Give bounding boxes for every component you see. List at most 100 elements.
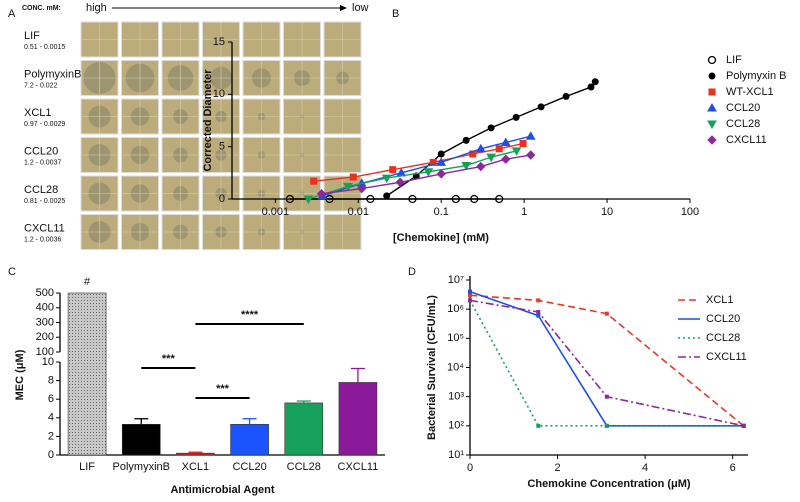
legend-label: WT-XCL1 bbox=[726, 86, 774, 98]
y-tick-label: 10⁵ bbox=[447, 332, 464, 344]
panel-label: D bbox=[408, 266, 416, 278]
x-tick-label: XCL1 bbox=[182, 461, 210, 473]
y-axis-label: MEC (μM) bbox=[14, 349, 26, 400]
x-axis-label: [Chemokine] (mM) bbox=[393, 232, 489, 244]
marker bbox=[537, 103, 545, 111]
x-axis-label: Antimicrobial Agent bbox=[170, 484, 274, 496]
marker bbox=[604, 311, 609, 316]
marker bbox=[536, 309, 541, 314]
y-tick-label: 8 bbox=[48, 375, 54, 387]
y-tick-label: 200 bbox=[36, 331, 54, 343]
bar bbox=[230, 424, 269, 456]
x-tick-label: 0.01 bbox=[348, 206, 369, 218]
marker bbox=[468, 293, 472, 298]
y-axis-label: Corrected Diameter bbox=[202, 69, 214, 172]
marker bbox=[707, 120, 717, 130]
y-tick-label: 400 bbox=[36, 302, 54, 314]
marker bbox=[486, 153, 497, 163]
x-tick-label: 0 bbox=[467, 462, 473, 474]
row-range: 1.2 - 0.0036 bbox=[24, 236, 61, 243]
row-name: CXCL11 bbox=[24, 222, 65, 234]
marker bbox=[487, 124, 495, 132]
marker bbox=[381, 174, 392, 184]
y-tick-label: 4 bbox=[48, 412, 54, 424]
marker bbox=[708, 72, 716, 80]
legend-label: LIF bbox=[726, 54, 742, 66]
annotation: *** bbox=[216, 383, 230, 395]
row-name: CCL20 bbox=[24, 145, 58, 157]
y-tick-label: 0 bbox=[219, 193, 225, 205]
x-tick-label: 10 bbox=[601, 206, 613, 218]
x-tick-label: 4 bbox=[642, 462, 648, 474]
marker bbox=[562, 92, 570, 100]
marker bbox=[604, 394, 609, 399]
y-axis-label: Bacterial Survival (CFU/mL) bbox=[426, 295, 438, 440]
marker bbox=[741, 423, 746, 428]
y-tick-label: 10¹ bbox=[448, 449, 464, 461]
marker bbox=[707, 102, 717, 112]
marker bbox=[475, 143, 486, 153]
y-tick-label: 10 bbox=[42, 356, 54, 368]
marker bbox=[476, 161, 486, 172]
row-name: LIF bbox=[24, 30, 40, 42]
y-tick-label: 10⁶ bbox=[447, 303, 464, 315]
marker bbox=[468, 289, 472, 294]
legend-label: CCL28 bbox=[726, 118, 760, 130]
high-label: high bbox=[86, 2, 107, 14]
legend-label: CXCL11 bbox=[706, 351, 747, 363]
marker bbox=[512, 113, 520, 121]
marker bbox=[408, 194, 417, 204]
x-tick-label: CXCL11 bbox=[338, 461, 379, 473]
marker bbox=[708, 88, 716, 96]
marker bbox=[343, 182, 353, 192]
bar bbox=[284, 402, 324, 456]
conc-label: CONC. mM: bbox=[22, 5, 61, 12]
marker bbox=[303, 195, 314, 205]
marker bbox=[511, 147, 522, 156]
x-tick-label: 1 bbox=[521, 206, 527, 218]
marker bbox=[349, 173, 357, 181]
x-axis-label: Chemokine Concentration (μM) bbox=[527, 478, 691, 490]
marker bbox=[500, 137, 511, 146]
marker bbox=[451, 194, 460, 204]
marker bbox=[470, 194, 479, 204]
marker bbox=[519, 140, 527, 148]
marker bbox=[587, 83, 595, 91]
marker bbox=[501, 154, 511, 164]
x-tick-label: PolymyxinB bbox=[113, 461, 170, 473]
marker bbox=[526, 150, 536, 160]
x-tick-label: CCL28 bbox=[287, 461, 321, 473]
marker bbox=[429, 158, 437, 166]
marker bbox=[536, 313, 541, 318]
marker bbox=[357, 183, 367, 194]
marker bbox=[389, 166, 397, 174]
series-line bbox=[469, 300, 744, 427]
marker bbox=[495, 194, 504, 204]
low-label: low bbox=[352, 2, 369, 14]
marker bbox=[395, 177, 405, 187]
y-tick-label: 10 bbox=[213, 88, 225, 100]
arrow-head bbox=[340, 5, 347, 11]
marker bbox=[461, 162, 472, 171]
y-tick-label: 10⁴ bbox=[447, 361, 464, 373]
marker bbox=[591, 78, 599, 86]
marker bbox=[437, 150, 445, 158]
marker bbox=[495, 145, 503, 153]
marker bbox=[604, 423, 609, 428]
marker bbox=[468, 298, 472, 303]
series-line bbox=[469, 294, 745, 427]
legend-label: CCL20 bbox=[706, 313, 740, 325]
marker bbox=[436, 157, 447, 166]
panel-label: A bbox=[8, 8, 16, 20]
y-tick-label: 15 bbox=[213, 36, 225, 48]
y-tick-label: 0 bbox=[48, 449, 54, 461]
marker bbox=[536, 298, 541, 303]
marker bbox=[285, 194, 295, 204]
x-tick-label: 0.1 bbox=[434, 206, 449, 218]
bar bbox=[338, 382, 378, 456]
row-range: 0.51 - 0.0015 bbox=[24, 44, 65, 51]
row-range: 7.2 - 0.022 bbox=[24, 82, 58, 89]
marker bbox=[383, 192, 391, 200]
row-range: 0.81 - 0.0025 bbox=[24, 198, 65, 205]
